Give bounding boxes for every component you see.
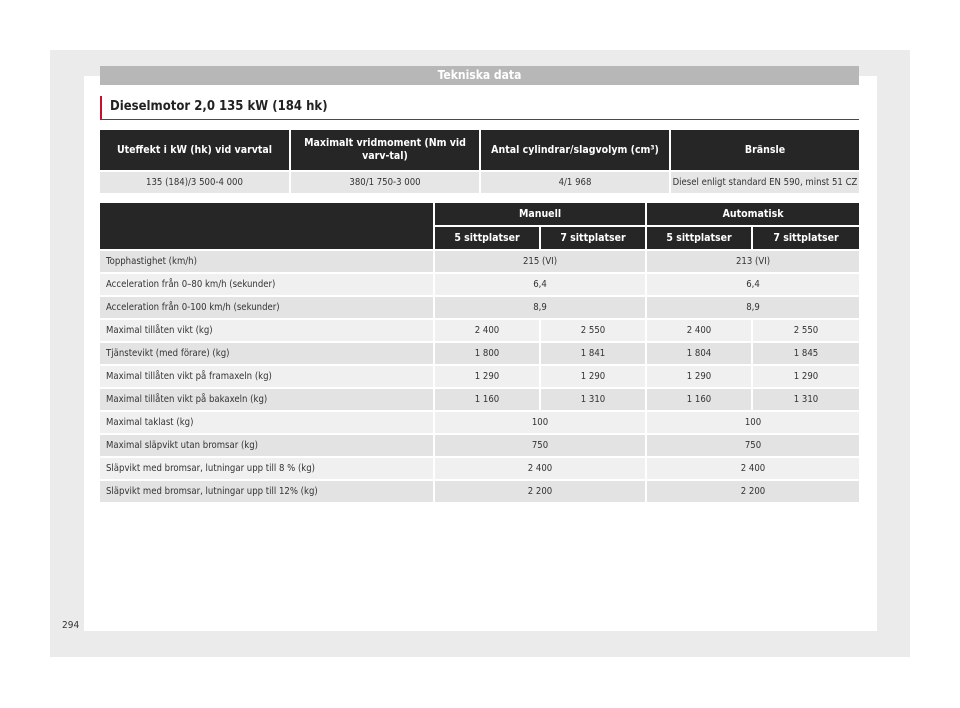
row-label: Maximal släpvikt utan bromsar (kg) bbox=[100, 433, 435, 457]
cell-automatisk: 750 bbox=[646, 433, 860, 457]
row-label: Släpvikt med bromsar, lutningar upp till… bbox=[100, 479, 435, 502]
table-row: Topphastighet (km/h) 215 (VI) 213 (VI) bbox=[100, 249, 860, 273]
subheader-manuell-5: 5 sittplatser bbox=[434, 226, 541, 251]
section-header: Tekniska data bbox=[100, 66, 859, 85]
cell-manuell: 2 400 bbox=[434, 456, 648, 480]
cell-manuell: 215 (VI) bbox=[434, 249, 648, 273]
cell-automatisk: 8,9 bbox=[646, 295, 860, 319]
table-row: Maximal tillåten vikt (kg) 2 400 2 550 2… bbox=[100, 318, 860, 342]
cell-manuell-5: 1 290 bbox=[434, 364, 541, 388]
table-row: Acceleration från 0–80 km/h (sekunder) 6… bbox=[100, 272, 860, 296]
table-row: Maximal tillåten vikt på bakaxeln (kg) 1… bbox=[100, 387, 860, 411]
value-cylinders: 4/1 968 bbox=[480, 170, 671, 193]
table-row: Tjänstevikt (med förare) (kg) 1 800 1 84… bbox=[100, 341, 860, 365]
row-label: Släpvikt med bromsar, lutningar upp till… bbox=[100, 456, 435, 480]
row-label: Acceleration från 0-100 km/h (sekunder) bbox=[100, 295, 435, 319]
subheader-manuell-7: 7 sittplatser bbox=[540, 226, 648, 251]
subheader-automatisk-5: 5 sittplatser bbox=[646, 226, 754, 251]
row-label: Topphastighet (km/h) bbox=[100, 249, 435, 273]
cell-automatisk-7: 1 845 bbox=[752, 341, 860, 365]
engine-table-header: Uteffekt i kW (hk) vid varvtal Maximalt … bbox=[100, 130, 859, 171]
row-label: Tjänstevikt (med förare) (kg) bbox=[100, 341, 435, 365]
cell-manuell-5: 1 800 bbox=[434, 341, 541, 365]
cell-manuell-7: 1 290 bbox=[540, 364, 648, 388]
cell-automatisk-5: 1 160 bbox=[646, 387, 754, 411]
group-automatisk: Automatisk bbox=[646, 203, 860, 227]
value-fuel: Diesel enligt standard EN 590, minst 51 … bbox=[670, 170, 859, 193]
cell-automatisk: 6,4 bbox=[646, 272, 860, 296]
header-cylinders: Antal cylindrar/slagvolym (cm³) bbox=[480, 130, 671, 171]
table-row: Acceleration från 0-100 km/h (sekunder) … bbox=[100, 295, 860, 319]
cell-manuell-5: 1 160 bbox=[434, 387, 541, 411]
cell-manuell: 100 bbox=[434, 410, 648, 434]
spec-table: Manuell Automatisk 5 sittplatser 7 sittp… bbox=[100, 203, 860, 502]
group-manuell: Manuell bbox=[434, 203, 648, 227]
table-row: Maximal taklast (kg) 100 100 bbox=[100, 410, 860, 434]
cell-manuell: 2 200 bbox=[434, 479, 648, 502]
spec-table-subheader: 5 sittplatser 7 sittplatser 5 sittplatse… bbox=[100, 226, 860, 251]
row-label: Acceleration från 0–80 km/h (sekunder) bbox=[100, 272, 435, 296]
engine-table: Uteffekt i kW (hk) vid varvtal Maximalt … bbox=[100, 130, 859, 193]
row-label: Maximal taklast (kg) bbox=[100, 410, 435, 434]
cell-automatisk-5: 2 400 bbox=[646, 318, 754, 342]
header-power: Uteffekt i kW (hk) vid varvtal bbox=[100, 130, 291, 171]
row-label: Maximal tillåten vikt (kg) bbox=[100, 318, 435, 342]
cell-manuell: 750 bbox=[434, 433, 648, 457]
header-torque: Maximalt vridmoment (Nm vid varv-tal) bbox=[290, 130, 481, 171]
table-row: Släpvikt med bromsar, lutningar upp till… bbox=[100, 456, 860, 480]
value-power: 135 (184)/3 500-4 000 bbox=[100, 170, 291, 193]
row-label: Maximal tillåten vikt på bakaxeln (kg) bbox=[100, 387, 435, 411]
cell-automatisk-5: 1 804 bbox=[646, 341, 754, 365]
cell-automatisk-7: 2 550 bbox=[752, 318, 860, 342]
table-row: Maximal tillåten vikt på framaxeln (kg) … bbox=[100, 364, 860, 388]
cell-automatisk: 2 400 bbox=[646, 456, 860, 480]
subheader-automatisk-7: 7 sittplatser bbox=[752, 226, 860, 251]
header-fuel: Bränsle bbox=[670, 130, 859, 171]
cell-automatisk: 213 (VI) bbox=[646, 249, 860, 273]
cell-automatisk: 100 bbox=[646, 410, 860, 434]
cell-automatisk: 2 200 bbox=[646, 479, 860, 502]
spec-table-group-header: Manuell Automatisk bbox=[100, 203, 860, 250]
cell-manuell-7: 1 841 bbox=[540, 341, 648, 365]
cell-automatisk-7: 1 310 bbox=[752, 387, 860, 411]
row-label: Maximal tillåten vikt på framaxeln (kg) bbox=[100, 364, 435, 388]
cell-manuell-5: 2 400 bbox=[434, 318, 541, 342]
table-row: Maximal släpvikt utan bromsar (kg) 750 7… bbox=[100, 433, 860, 457]
page-number: 294 bbox=[62, 620, 80, 631]
cell-automatisk-5: 1 290 bbox=[646, 364, 754, 388]
cell-manuell: 8,9 bbox=[434, 295, 648, 319]
engine-heading: Dieselmotor 2,0 135 kW (184 hk) bbox=[100, 96, 859, 120]
cell-manuell-7: 1 310 bbox=[540, 387, 648, 411]
engine-title: Dieselmotor 2,0 135 kW (184 hk) bbox=[110, 99, 328, 114]
cell-manuell-7: 2 550 bbox=[540, 318, 648, 342]
cell-manuell: 6,4 bbox=[434, 272, 648, 296]
value-torque: 380/1 750-3 000 bbox=[290, 170, 481, 193]
cell-automatisk-7: 1 290 bbox=[752, 364, 860, 388]
table-row: Släpvikt med bromsar, lutningar upp till… bbox=[100, 479, 860, 502]
spec-header-blank bbox=[100, 203, 435, 250]
engine-table-row: 135 (184)/3 500-4 000 380/1 750-3 000 4/… bbox=[100, 170, 859, 193]
